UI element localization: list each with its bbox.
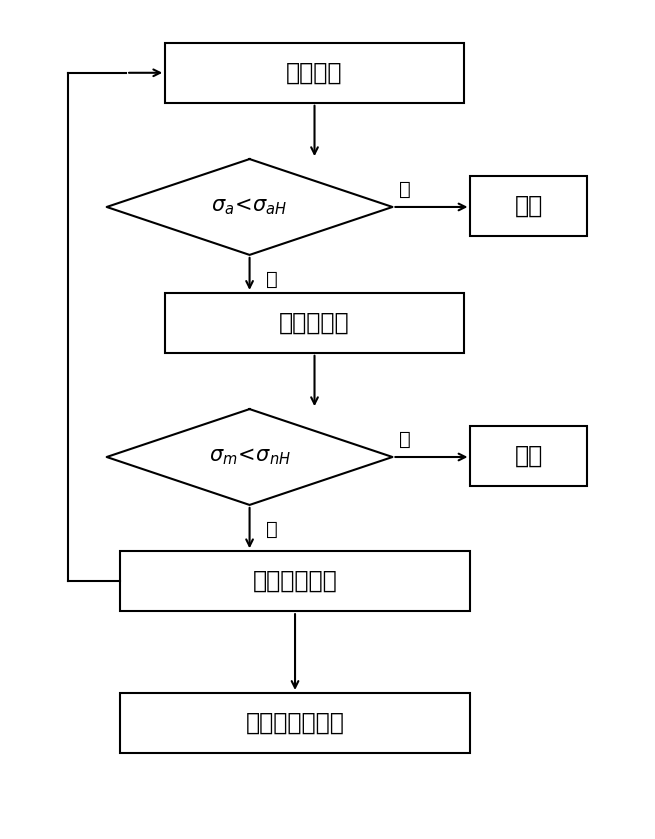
Text: $\mathit{\sigma}_m\!<\!\mathit{\sigma}_{nH}$: $\mathit{\sigma}_m\!<\!\mathit{\sigma}_{…	[208, 446, 291, 467]
Text: $\mathit{\sigma}_a\!<\!\mathit{\sigma}_{aH}$: $\mathit{\sigma}_a\!<\!\mathit{\sigma}_{…	[212, 196, 288, 217]
Text: 否: 否	[399, 180, 411, 199]
Text: 否: 否	[399, 430, 411, 449]
Text: 保留: 保留	[515, 444, 543, 468]
Bar	[165, 293, 464, 353]
Bar	[120, 693, 470, 753]
Bar	[470, 176, 588, 236]
Polygon shape	[107, 159, 392, 255]
Text: 保留: 保留	[515, 194, 543, 218]
Text: 是: 是	[266, 520, 278, 539]
Polygon shape	[107, 409, 392, 505]
Text: 小应力循环: 小应力循环	[279, 310, 350, 335]
Text: 是: 是	[266, 270, 278, 289]
Text: 无效应力循环: 无效应力循环	[253, 569, 337, 593]
Bar	[120, 551, 470, 611]
Text: 应力循环: 应力循环	[286, 60, 343, 85]
Text: 记录无效时间段: 记录无效时间段	[246, 711, 345, 735]
Bar	[470, 426, 588, 486]
Bar	[165, 43, 464, 103]
